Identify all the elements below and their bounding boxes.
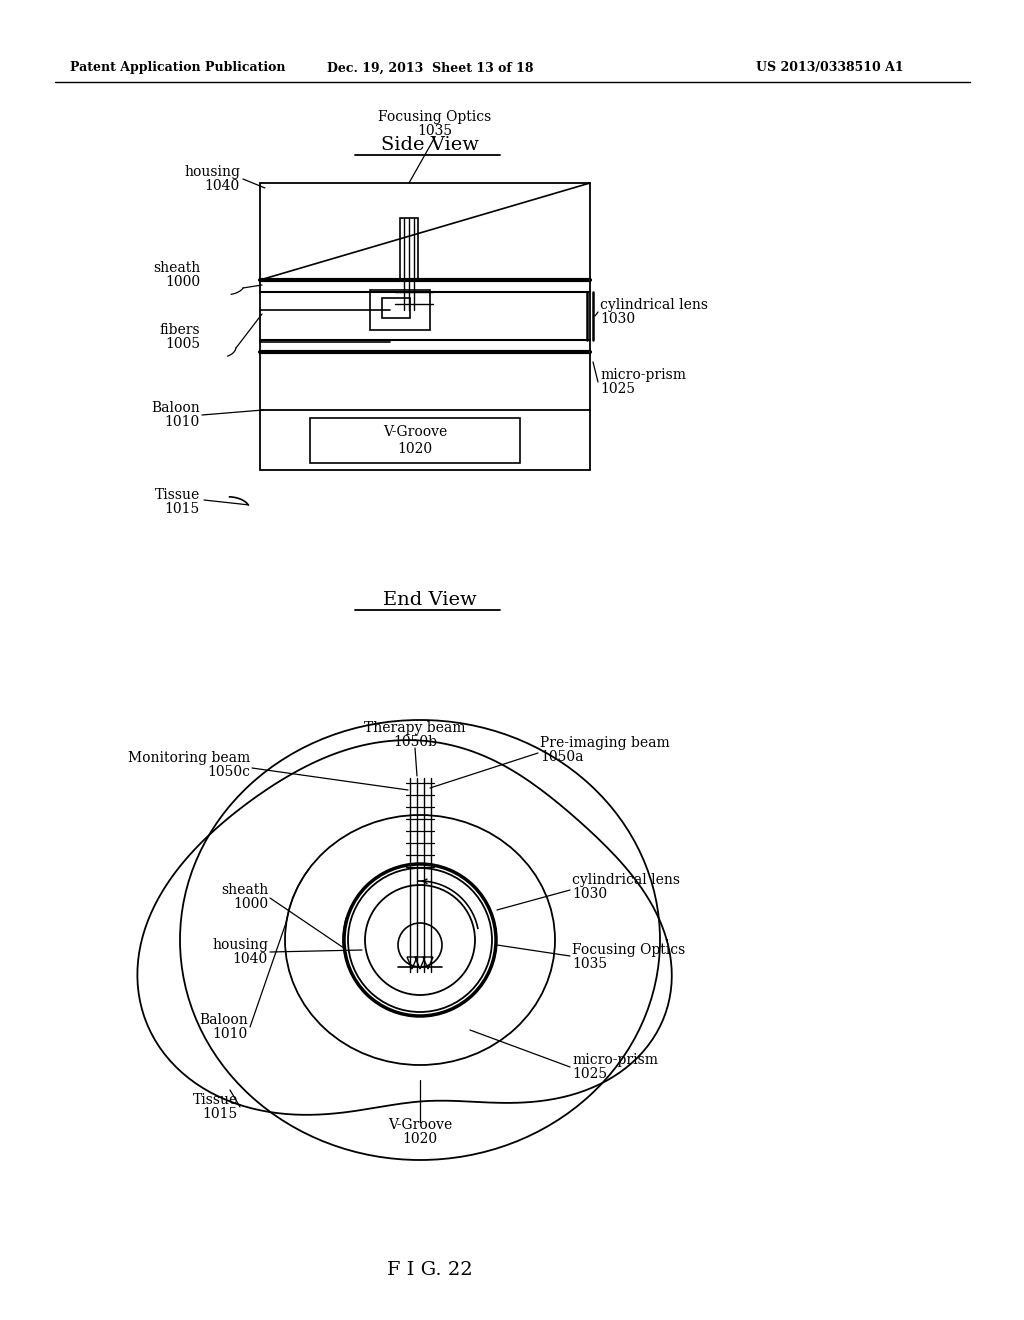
- Text: 1050b: 1050b: [393, 735, 437, 748]
- Text: US 2013/0338510 A1: US 2013/0338510 A1: [756, 62, 904, 74]
- Text: housing: housing: [212, 939, 268, 952]
- Text: Tissue: Tissue: [155, 488, 200, 502]
- Text: 1025: 1025: [572, 1067, 607, 1081]
- Circle shape: [398, 923, 442, 968]
- Text: fibers: fibers: [160, 323, 200, 337]
- Text: 1035: 1035: [418, 124, 453, 139]
- Text: Side View: Side View: [381, 136, 479, 154]
- Text: Baloon: Baloon: [152, 401, 200, 414]
- Text: 1030: 1030: [600, 312, 635, 326]
- Circle shape: [344, 865, 496, 1016]
- Text: 1030: 1030: [572, 887, 607, 902]
- Text: cylindrical lens: cylindrical lens: [572, 873, 680, 887]
- Text: End View: End View: [383, 591, 477, 609]
- Text: 1000: 1000: [232, 898, 268, 911]
- Text: F I G. 22: F I G. 22: [387, 1261, 473, 1279]
- Bar: [310, 418, 520, 463]
- Text: Tissue: Tissue: [193, 1093, 238, 1107]
- Text: Monitoring beam: Monitoring beam: [128, 751, 250, 766]
- Text: 1020: 1020: [402, 1133, 437, 1146]
- Text: 1010: 1010: [165, 414, 200, 429]
- Text: V-Groove
1020: V-Groove 1020: [383, 425, 447, 455]
- Text: Focusing Optics: Focusing Optics: [379, 110, 492, 124]
- Text: sheath: sheath: [153, 261, 200, 275]
- Text: 1035: 1035: [572, 957, 607, 972]
- Text: Focusing Optics: Focusing Optics: [572, 942, 685, 957]
- Text: 1050c: 1050c: [207, 766, 250, 779]
- Text: 1040: 1040: [232, 952, 268, 966]
- Text: Therapy beam: Therapy beam: [365, 721, 466, 735]
- Ellipse shape: [285, 814, 555, 1065]
- Circle shape: [348, 869, 492, 1012]
- Text: 1005: 1005: [165, 337, 200, 351]
- Bar: [370, 290, 430, 330]
- Bar: [260, 183, 590, 470]
- Text: 1010: 1010: [213, 1027, 248, 1041]
- Text: 1015: 1015: [203, 1107, 238, 1121]
- Text: 1025: 1025: [600, 381, 635, 396]
- Text: housing: housing: [184, 165, 240, 180]
- Text: 1000: 1000: [165, 275, 200, 289]
- Bar: [382, 298, 410, 318]
- Bar: [400, 218, 418, 280]
- Text: 1040: 1040: [205, 180, 240, 193]
- Text: 1015: 1015: [165, 502, 200, 516]
- Text: micro-prism: micro-prism: [600, 368, 686, 381]
- Text: sheath: sheath: [221, 883, 268, 898]
- Text: micro-prism: micro-prism: [572, 1053, 658, 1067]
- Text: Pre-imaging beam: Pre-imaging beam: [540, 737, 670, 750]
- Text: V-Groove: V-Groove: [388, 1118, 453, 1133]
- Circle shape: [365, 884, 475, 995]
- Text: 1050a: 1050a: [540, 750, 584, 764]
- Text: Dec. 19, 2013  Sheet 13 of 18: Dec. 19, 2013 Sheet 13 of 18: [327, 62, 534, 74]
- Text: cylindrical lens: cylindrical lens: [600, 298, 708, 312]
- Text: Baloon: Baloon: [200, 1012, 248, 1027]
- Text: Patent Application Publication: Patent Application Publication: [70, 62, 286, 74]
